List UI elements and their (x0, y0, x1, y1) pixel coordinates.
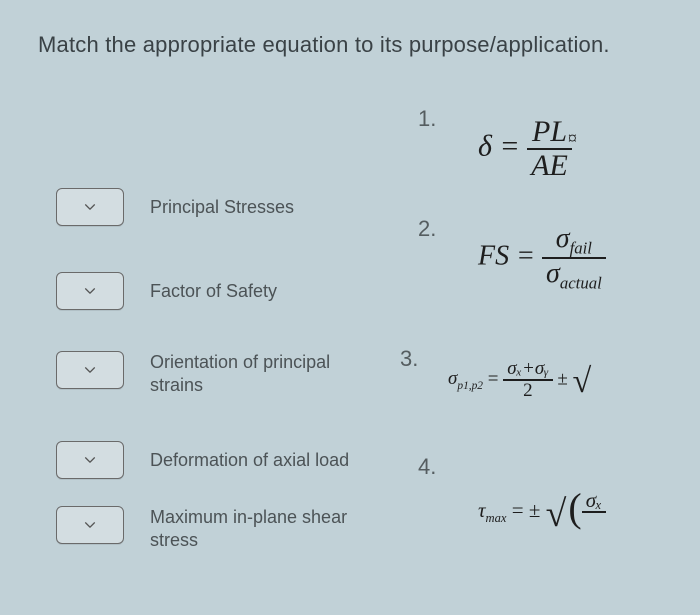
eq1-lhs: δ = (478, 129, 520, 162)
equation-number-2: 2. (418, 216, 436, 242)
match-select-5[interactable] (56, 506, 124, 544)
chevron-down-icon (83, 453, 97, 467)
chevron-down-icon (83, 518, 97, 532)
eq3-plusminus: ± (553, 368, 573, 389)
equation-number-1: 1. (418, 106, 436, 132)
eq3-lhs-sub: p1,p2 (457, 380, 483, 392)
eq4-lhs: τmax (478, 498, 512, 522)
eq2-num-sub: fail (570, 239, 592, 258)
eq1-fraction: PL AE (527, 116, 572, 181)
eq4-numerator: σₓ (582, 489, 606, 513)
eq4-sqrt-icon: √ (546, 503, 567, 526)
match-label-3: Orientation of principal strains (150, 351, 355, 396)
eq2-den-sym: σ (546, 258, 560, 289)
chevron-down-icon (83, 363, 97, 377)
match-label-1: Principal Stresses (150, 196, 294, 219)
equation-number-4: 4. (418, 454, 436, 480)
eq1-numerator: PL (527, 116, 572, 150)
eq3-equals: = (488, 368, 503, 389)
eq4-equals-pm: = ± (512, 498, 546, 522)
content-area: Principal Stresses Factor of Safety Orient… (38, 106, 700, 586)
eq1-marker-icon: ¤ (568, 128, 577, 149)
eq4-fraction: σₓ (582, 489, 606, 535)
eq3-lhs-sym: σ (448, 368, 457, 389)
eq2-lhs: FS = (478, 241, 535, 272)
eq4-denominator (582, 513, 606, 535)
eq3-lhs: σp1,p2 (448, 368, 488, 389)
match-select-2[interactable] (56, 272, 124, 310)
match-select-3[interactable] (56, 351, 124, 389)
eq4-lhs-sym: τ (478, 498, 486, 522)
question-prompt: Match the appropriate equation to its pu… (38, 32, 700, 58)
equation-1: δ = PL AE ¤ (478, 116, 577, 181)
eq3-denominator: 2 (503, 381, 552, 401)
eq2-denominator: σactual (542, 259, 606, 292)
eq4-lhs-sub: max (486, 511, 507, 525)
match-label-5: Maximum in-plane shear stress (150, 506, 355, 551)
match-label-4: Deformation of axial load (150, 449, 349, 472)
match-label-2: Factor of Safety (150, 280, 277, 303)
equation-4: τmax = ± √( σₓ (478, 489, 606, 535)
eq1-denominator: AE (527, 150, 572, 182)
eq3-numerator: σₓ+σᵧ (503, 359, 552, 381)
equation-number-3: 3. (400, 346, 418, 372)
chevron-down-icon (83, 200, 97, 214)
eq2-numerator: σfail (542, 224, 606, 259)
equation-2: FS = σfail σactual (478, 224, 606, 292)
chevron-down-icon (83, 284, 97, 298)
eq2-fraction: σfail σactual (542, 224, 606, 292)
equation-3: σp1,p2 = σₓ+σᵧ 2 ± √ (448, 359, 591, 401)
eq3-sqrt-icon: √ (573, 372, 592, 393)
match-select-1[interactable] (56, 188, 124, 226)
eq2-den-sub: actual (560, 274, 602, 293)
eq2-num-sym: σ (556, 223, 570, 254)
question-page: Match the appropriate equation to its pu… (0, 0, 700, 615)
match-select-4[interactable] (56, 441, 124, 479)
eq3-fraction: σₓ+σᵧ 2 (503, 359, 552, 401)
eq4-paren-icon: ( (568, 498, 581, 518)
